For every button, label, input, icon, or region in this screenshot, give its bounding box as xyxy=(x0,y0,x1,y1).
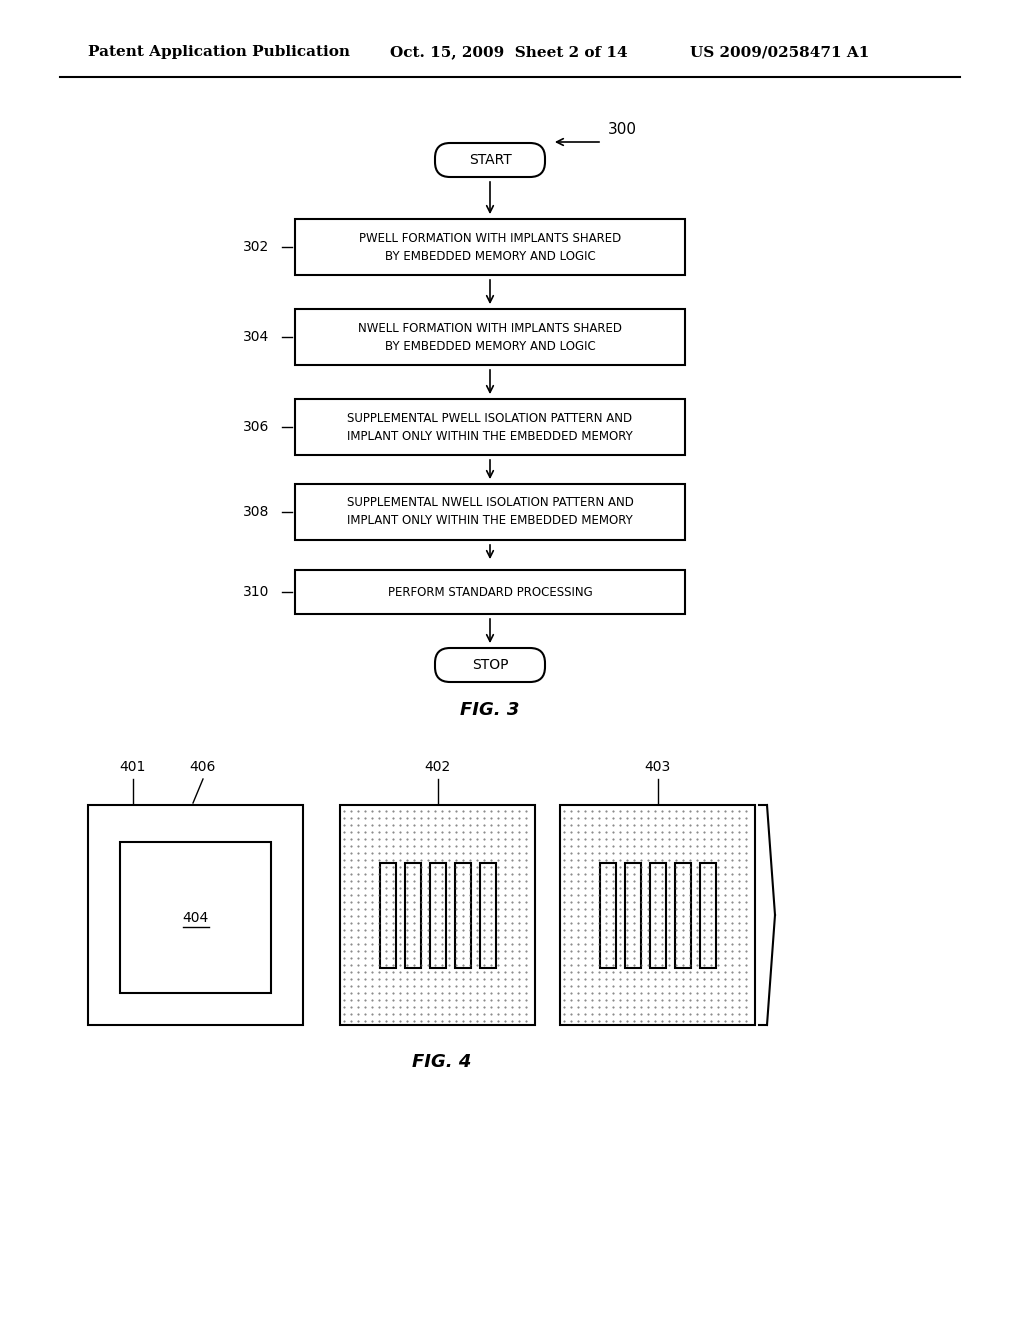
Bar xyxy=(599,862,615,968)
Bar xyxy=(295,309,685,366)
Bar xyxy=(699,862,716,968)
Text: 304: 304 xyxy=(243,330,269,345)
Text: PERFORM STANDARD PROCESSING: PERFORM STANDARD PROCESSING xyxy=(388,586,592,598)
Text: 302: 302 xyxy=(243,240,269,253)
Text: 306: 306 xyxy=(243,420,269,434)
Text: Oct. 15, 2009  Sheet 2 of 14: Oct. 15, 2009 Sheet 2 of 14 xyxy=(390,45,628,59)
Bar xyxy=(560,805,755,1026)
Bar xyxy=(295,570,685,614)
FancyBboxPatch shape xyxy=(435,648,545,682)
Bar xyxy=(295,399,685,455)
Bar xyxy=(675,862,690,968)
Text: 300: 300 xyxy=(608,123,637,137)
Text: SUPPLEMENTAL PWELL ISOLATION PATTERN AND
IMPLANT ONLY WITHIN THE EMBEDDED MEMORY: SUPPLEMENTAL PWELL ISOLATION PATTERN AND… xyxy=(347,412,633,442)
Text: 308: 308 xyxy=(243,506,269,519)
Text: PWELL FORMATION WITH IMPLANTS SHARED
BY EMBEDDED MEMORY AND LOGIC: PWELL FORMATION WITH IMPLANTS SHARED BY … xyxy=(358,231,622,263)
Text: 310: 310 xyxy=(243,585,269,599)
Text: 402: 402 xyxy=(424,760,451,774)
Bar xyxy=(479,862,496,968)
Bar xyxy=(404,862,421,968)
Text: SUPPLEMENTAL NWELL ISOLATION PATTERN AND
IMPLANT ONLY WITHIN THE EMBEDDED MEMORY: SUPPLEMENTAL NWELL ISOLATION PATTERN AND… xyxy=(346,496,634,528)
Bar xyxy=(625,862,640,968)
Text: START: START xyxy=(469,153,511,168)
Bar xyxy=(120,842,271,993)
Text: 406: 406 xyxy=(189,760,216,774)
Bar xyxy=(88,805,303,1026)
Bar xyxy=(340,805,535,1026)
Text: 403: 403 xyxy=(644,760,671,774)
Bar xyxy=(380,862,395,968)
Text: FIG. 3: FIG. 3 xyxy=(461,701,520,719)
Bar xyxy=(455,862,470,968)
Text: FIG. 4: FIG. 4 xyxy=(412,1053,471,1071)
Bar xyxy=(295,219,685,275)
Text: NWELL FORMATION WITH IMPLANTS SHARED
BY EMBEDDED MEMORY AND LOGIC: NWELL FORMATION WITH IMPLANTS SHARED BY … xyxy=(358,322,622,352)
Text: STOP: STOP xyxy=(472,657,508,672)
Bar xyxy=(649,862,666,968)
Text: Patent Application Publication: Patent Application Publication xyxy=(88,45,350,59)
Text: US 2009/0258471 A1: US 2009/0258471 A1 xyxy=(690,45,869,59)
Text: 404: 404 xyxy=(182,911,209,924)
Bar xyxy=(295,484,685,540)
FancyBboxPatch shape xyxy=(435,143,545,177)
Text: 401: 401 xyxy=(120,760,146,774)
Bar xyxy=(429,862,445,968)
